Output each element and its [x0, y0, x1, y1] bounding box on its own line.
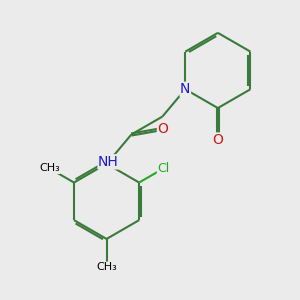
- Text: N: N: [180, 82, 190, 96]
- Text: CH₃: CH₃: [96, 262, 117, 272]
- Text: O: O: [158, 122, 168, 136]
- Text: NH: NH: [98, 155, 119, 169]
- Text: CH₃: CH₃: [39, 164, 60, 173]
- Text: Cl: Cl: [158, 162, 170, 175]
- Text: O: O: [212, 133, 223, 147]
